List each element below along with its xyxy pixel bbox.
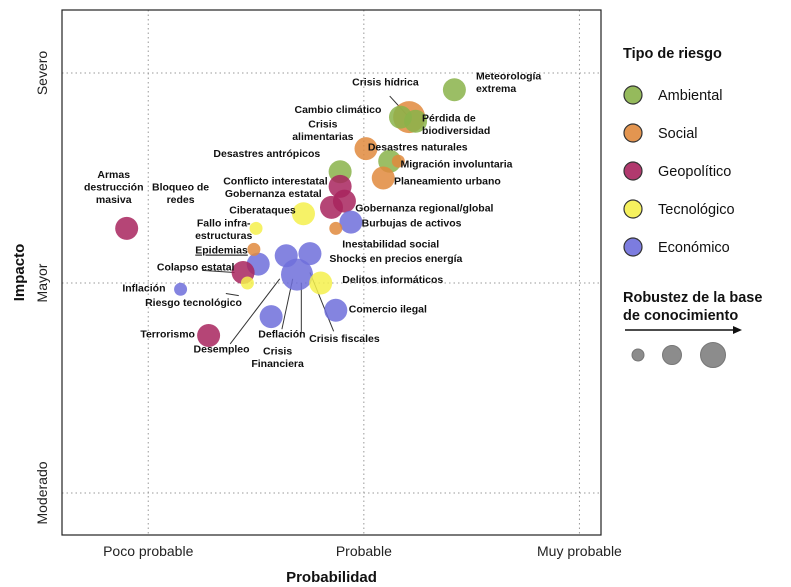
plot-frame: [61, 9, 602, 536]
y-tick-label: Mayor: [34, 263, 50, 302]
point-label: Burbujas de activos: [362, 217, 462, 229]
point-label: masiva: [96, 194, 132, 206]
legend-swatch-ambiental: [623, 85, 643, 105]
point-delitos-informaticos: [309, 271, 333, 295]
point-label: Delitos informáticos: [342, 274, 443, 286]
point-epidemias: [247, 242, 261, 256]
point-label: Meteorología: [476, 70, 541, 82]
point-label: Conflicto interestatal: [223, 175, 328, 187]
x-axis-title: Probabilidad: [286, 569, 377, 586]
point-label: Planeamiento urbano: [394, 175, 501, 187]
point-label: Crisis: [308, 119, 337, 131]
y-axis-title: Impacto: [11, 244, 28, 302]
point-label: Crisis hídrica: [352, 77, 419, 89]
point-label: Bloqueo de: [152, 182, 209, 194]
point-label: extrema: [476, 83, 516, 95]
point-label: Gobernanza regional/global: [355, 203, 493, 215]
point-label: Fallo infra-: [197, 217, 251, 229]
point-terrorismo: [197, 324, 221, 347]
point-label: Migración involuntaria: [400, 159, 512, 171]
y-tick-label: Moderado: [34, 461, 50, 524]
legend-swatch-economico: [623, 237, 643, 257]
legend-label-geopolitico: Geopolítico: [658, 164, 731, 180]
point-meteorologia-extrema: [442, 78, 466, 102]
point-deflacion: [259, 305, 283, 329]
point-label: estructuras: [195, 230, 252, 242]
size-legend-circle-3: [700, 342, 726, 368]
leader-line: [202, 269, 235, 273]
point-riesgo-tecnologico: [240, 276, 254, 290]
point-desempleo: [274, 244, 298, 268]
leader-line: [225, 293, 239, 297]
size-legend-circle-1: [631, 348, 645, 362]
point-armas-destruccion-masiva: [115, 216, 139, 240]
point-label: biodiversidad: [422, 125, 490, 137]
point-label: Colapso estatal: [157, 261, 235, 273]
legend-title: Tipo de riesgo: [623, 46, 722, 62]
x-tick-label: Poco probable: [103, 543, 194, 559]
point-label: Cambio climático: [294, 104, 381, 116]
legend-label-ambiental: Ambiental: [658, 88, 722, 104]
x-tick-label: Muy probable: [537, 543, 622, 559]
point-label: Desastres antrópicos: [213, 148, 320, 160]
legend: Tipo de riesgo Ambiental Social Geopolítico…: [623, 46, 762, 368]
legend-swatch-tecnologico: [623, 199, 643, 219]
point-burbujas-de-activos: [339, 210, 363, 234]
y-tick-label: Severo: [34, 51, 50, 96]
point-label: Gobernanza estatal: [225, 188, 322, 200]
point-label: Desastres naturales: [368, 142, 468, 154]
grid-layer: [62, 10, 601, 535]
legend-label-economico: Económico: [658, 240, 730, 256]
point-layer: [115, 78, 466, 347]
point-planeamiento-urbano: [371, 166, 395, 190]
point-label: destrucción: [84, 182, 144, 194]
point-label: Armas: [97, 169, 130, 181]
point-label: Epidemias: [195, 245, 248, 257]
x-tick-label: Probable: [336, 543, 392, 559]
point-inestabilidad-social: [329, 221, 343, 235]
point-label: Deflación: [258, 329, 305, 341]
axis-layer: Poco probable Probable Muy probable Moderad…: [11, 51, 622, 586]
leader-line: [229, 278, 281, 345]
point-label: Inflación: [122, 282, 165, 294]
point-label: Inestabilidad social: [342, 238, 439, 250]
legend-swatch-geopolitico: [623, 161, 643, 181]
point-label: Crisis: [263, 345, 292, 357]
point-shocks-en-precios-energia: [298, 242, 322, 266]
point-label: Pérdida de: [422, 112, 476, 124]
size-legend-subtitle: de conocimiento: [623, 308, 738, 324]
point-label: Ciberataques: [229, 205, 296, 217]
point-label: Desempleo: [194, 343, 250, 355]
point-label: Comercio ilegal: [349, 303, 427, 315]
size-legend-circle-2: [662, 345, 682, 365]
point-label: Crisis fiscales: [309, 333, 380, 345]
legend-label-tecnologico: Tecnológico: [658, 202, 735, 218]
point-inflacion: [174, 282, 188, 296]
legend-swatch-social: [623, 123, 643, 143]
point-label: Terrorismo: [140, 329, 195, 341]
point-gobernanza-estatal: [320, 195, 343, 219]
point-migracion-involuntaria: [391, 154, 405, 168]
point-label: Riesgo tecnológico: [145, 297, 242, 309]
legend-label-social: Social: [658, 126, 698, 142]
point-label: Shocks en precios energía: [329, 253, 462, 265]
point-label: redes: [167, 194, 195, 206]
point-comercio-ilegal: [324, 298, 348, 322]
point-fallo-infra-estructuras: [249, 221, 263, 235]
point-label: Financiera: [251, 358, 304, 370]
size-legend-title: Robustez de la base: [623, 290, 762, 306]
point-ciberataques: [291, 202, 315, 226]
point-crisis-alimentarias: [354, 137, 378, 161]
point-label: alimentarias: [292, 131, 353, 143]
point-perdida-de-biodiversidad: [404, 109, 428, 133]
size-arrow-head: [733, 326, 742, 334]
